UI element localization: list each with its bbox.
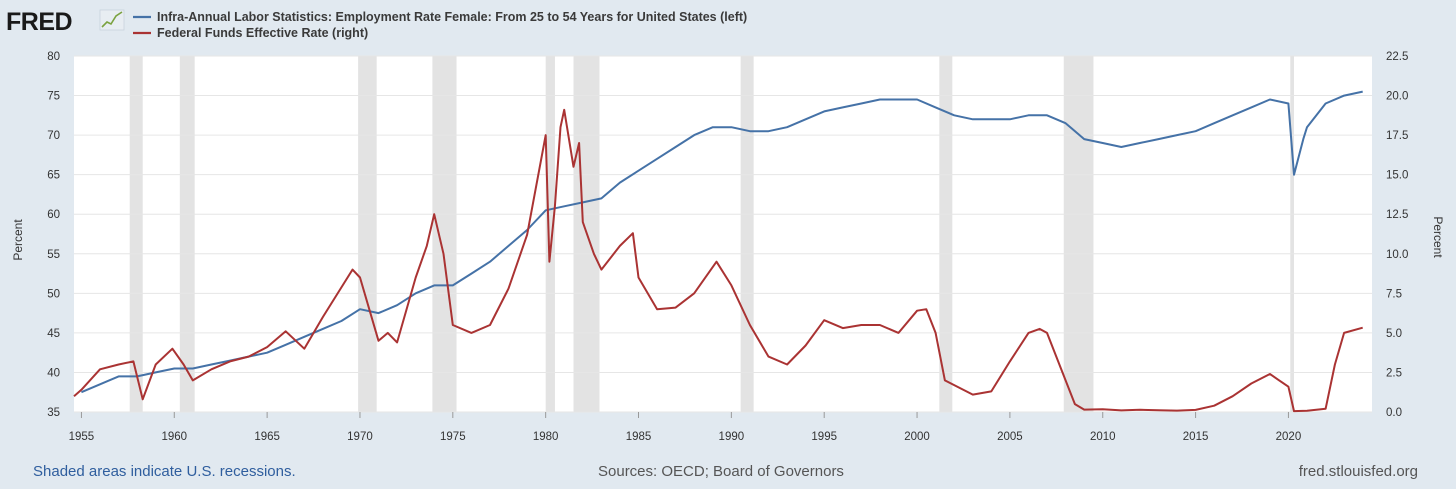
plot-area (74, 56, 1372, 412)
y-axis-left: 35 40 45 50 55 60 65 70 75 80 (47, 51, 60, 419)
series-lines (73, 90, 1363, 413)
recession-bar (545, 56, 555, 412)
y-left-tick-label: 70 (47, 130, 60, 142)
y-right-tick-label: 15.0 (1386, 170, 1408, 182)
y-right-tick-label: 5.0 (1386, 328, 1402, 340)
x-tick-label: 1965 (254, 431, 280, 443)
recession-bar (1063, 56, 1094, 412)
recession-shading (129, 56, 1295, 412)
x-tick-label: 2000 (904, 431, 930, 443)
fred-logo[interactable]: FRED (6, 8, 125, 36)
recession-bar (1290, 56, 1295, 412)
logo-graph-line-icon (101, 11, 123, 28)
y-left-tick-label: 75 (47, 91, 60, 103)
y-left-tick-label: 45 (47, 328, 60, 340)
site-url-link[interactable]: fred.stlouisfed.org (1298, 463, 1418, 480)
x-tick-label: 1960 (161, 431, 187, 443)
y-left-tick-label: 55 (47, 249, 60, 261)
y-left-tick-label: 60 (47, 209, 60, 221)
x-tick-label: 1980 (533, 431, 559, 443)
y-right-tick-label: 12.5 (1386, 209, 1408, 221)
x-tick-label: 1955 (69, 431, 95, 443)
recession-bar (179, 56, 195, 412)
y-right-tick-label: 7.5 (1386, 288, 1402, 300)
x-axis: 1955 1960 1965 1970 1975 1980 1985 1990 1995 2000… (69, 412, 1302, 443)
recession-bar (939, 56, 953, 412)
x-tick-label: 2020 (1276, 431, 1302, 443)
y-right-tick-label: 0.0 (1386, 407, 1402, 419)
y-left-tick-label: 40 (47, 367, 60, 379)
y-right-tick-label: 2.5 (1386, 367, 1402, 379)
y-right-tick-label: 10.0 (1386, 249, 1408, 261)
x-tick-label: 1970 (347, 431, 373, 443)
y-right-tick-label: 20.0 (1386, 91, 1408, 103)
x-tick-label: 2015 (1183, 431, 1209, 443)
y-left-tick-label: 50 (47, 288, 60, 300)
x-tick-label: 1995 (811, 431, 837, 443)
y-axis-right-title: Percent (1431, 216, 1445, 258)
recession-bar (129, 56, 143, 412)
x-tick-label: 1985 (626, 431, 652, 443)
sources-text: Sources: OECD; Board of Governors (598, 463, 844, 480)
y-left-tick-label: 35 (47, 407, 60, 419)
y-axis-left-title: Percent (11, 219, 25, 261)
fred-logo-text: FRED (6, 8, 72, 36)
series-line-0 (81, 90, 1363, 394)
chart-legend: Infra-Annual Labor Statistics: Employmen… (133, 10, 747, 40)
y-right-tick-label: 22.5 (1386, 51, 1408, 63)
series-line-1 (73, 108, 1363, 413)
x-tick-label: 2010 (1090, 431, 1116, 443)
recession-bar (740, 56, 754, 412)
x-tick-label: 2005 (997, 431, 1023, 443)
gridlines (74, 55, 1372, 413)
y-left-tick-label: 80 (47, 51, 60, 63)
recession-note: Shaded areas indicate U.S. recessions. (33, 463, 296, 480)
recession-bar (432, 56, 457, 412)
x-tick-label: 1990 (719, 431, 745, 443)
recession-bar (358, 56, 377, 412)
x-tick-label: 1975 (440, 431, 466, 443)
y-left-tick-label: 65 (47, 170, 60, 182)
legend-entry-1[interactable]: Federal Funds Effective Rate (right) (157, 26, 368, 40)
y-axis-right: 0.0 2.5 5.0 7.5 10.0 12.5 15.0 17.5 20.0 22.5 (1386, 51, 1408, 419)
y-right-tick-label: 17.5 (1386, 130, 1408, 142)
legend-entry-0[interactable]: Infra-Annual Labor Statistics: Employmen… (157, 10, 747, 24)
